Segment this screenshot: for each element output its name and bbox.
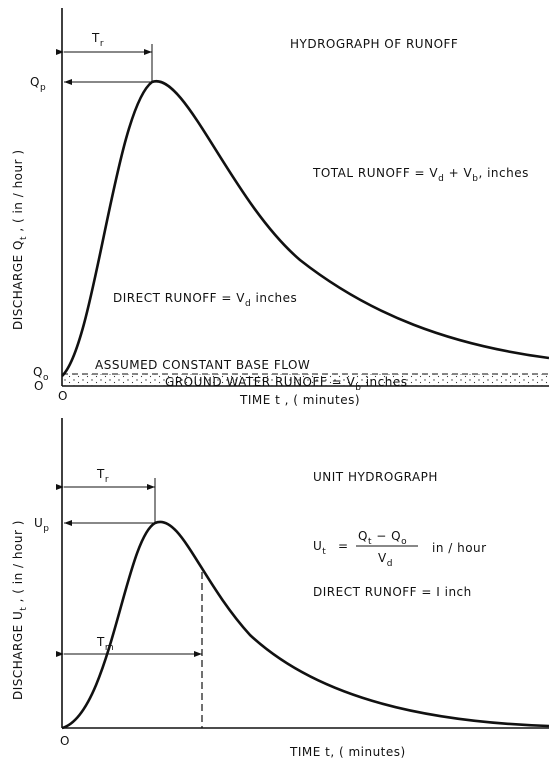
subscript: b [472,174,478,184]
text-part: TOTAL RUNOFF = V [312,166,438,180]
direct-runoff: DIRECT RUNOFF = Vd inches [113,291,297,309]
qo-label: Qo [33,365,49,383]
text-part: Q [33,365,43,379]
y-axis-label: DISCHARGE Ut , ( in / hour ) [11,520,29,700]
equals: = [338,539,349,553]
direct-runoff: DIRECT RUNOFF = I inch [313,585,472,599]
subscript: t [19,236,29,240]
subscript: d [438,174,444,184]
tr-label: Tr [96,467,109,485]
x-axis-label: TIME t , ( minutes) [239,393,360,407]
total-runoff: TOTAL RUNOFF = Vd + Vb, inches [312,166,529,184]
qp-label: Qp [30,75,46,93]
ground-water-area [63,374,549,386]
text-part: DISCHARGE Q [11,240,25,330]
text-part: , ( in / hour ) [11,149,25,236]
text-part: T [96,467,105,481]
subscript: d [245,299,251,309]
zero-label: O [34,379,44,393]
up-label: Up [34,516,50,534]
subscript: p [40,83,46,93]
ground-water-label: GROUND WATER RUNOFF = Vb inches [165,375,408,393]
subscript: m [105,643,114,653]
text-part: + V [444,166,472,180]
hydrograph-curve [61,80,549,377]
subscript: o [43,373,49,383]
title: UNIT HYDROGRAPH [313,470,438,484]
text-part: GROUND WATER RUNOFF = V [165,375,355,389]
text-part: , inches [478,166,528,180]
text-part: − Q [372,529,401,543]
y-axis-label: DISCHARGE Qt , ( in / hour ) [11,149,29,330]
top-panel: Tr Qp Qo O O HYDROGRAPH OF RUNOFF TOTAL … [11,8,549,407]
numerator: Qt − Qo [358,529,407,547]
zero-label: O [58,389,68,403]
ut-label: Ut [313,539,326,557]
text-part: inches [251,291,297,305]
text-part: T [96,635,105,649]
zero-label: O [60,734,70,748]
text-part: inches [361,375,407,389]
subscript: t [368,537,372,547]
title: HYDROGRAPH OF RUNOFF [290,37,458,51]
base-flow-label: ASSUMED CONSTANT BASE FLOW [95,358,310,372]
subscript: d [387,559,393,569]
subscript: t [322,547,326,557]
subscript: r [105,475,109,485]
tr-label: Tr [91,31,104,49]
unit-label: in / hour [432,541,487,555]
text-part: Q [358,529,368,543]
tm-label: Tm [96,635,114,653]
subscript: b [355,383,361,393]
subscript: r [100,39,104,49]
text-part: U [313,539,322,553]
text-part: V [378,551,387,565]
text-part: U [34,516,43,530]
text-part: DISCHARGE U [11,611,25,700]
subscript: t [19,607,29,611]
unit-hydrograph-curve [61,520,549,730]
text-part: T [91,31,100,45]
text-part: , ( in / hour ) [11,520,25,607]
text-part: Q [30,75,40,89]
denominator: Vd [378,551,393,569]
text-part: DIRECT RUNOFF = V [113,291,245,305]
bottom-panel: Tr Tm Up O UNIT HYDROGRAPH Ut = Qt − Qo … [11,418,549,759]
subscript: o [401,537,407,547]
x-axis-label: TIME t, ( minutes) [289,745,406,759]
subscript: p [43,524,49,534]
